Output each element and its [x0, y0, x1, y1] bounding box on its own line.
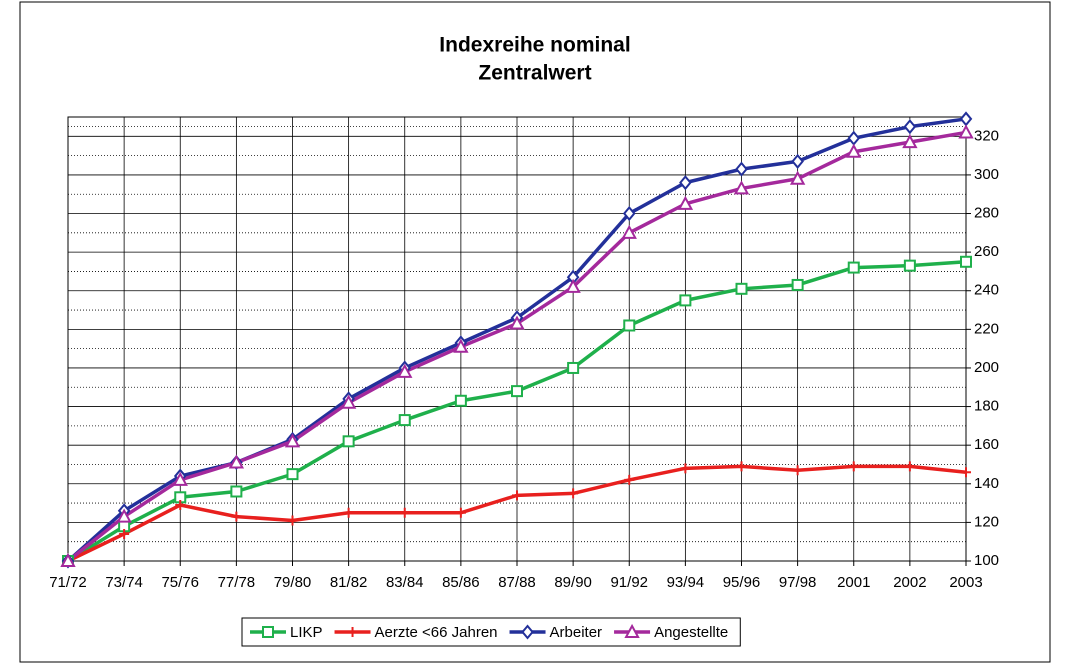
x-tick-label: 71/72: [49, 574, 87, 591]
point-marker: [287, 515, 298, 526]
y-tick-label: 260: [974, 243, 999, 260]
y-tick-label: 280: [974, 204, 999, 221]
x-tick-label: 73/74: [105, 574, 143, 591]
point-marker: [902, 134, 918, 149]
point-marker: [961, 467, 971, 478]
chart-frame: [19, 1, 1051, 663]
point-marker: [791, 153, 804, 169]
legend-marker: [347, 627, 358, 637]
y-tick-label: 160: [974, 436, 999, 453]
x-tick-label: 93/94: [667, 574, 705, 591]
x-tick-label: 83/84: [386, 574, 424, 591]
point-marker: [903, 259, 916, 272]
point-marker: [455, 507, 466, 518]
point-marker: [340, 394, 357, 409]
x-tick-label: 77/78: [218, 574, 256, 591]
point-marker: [903, 119, 917, 135]
legend-box: [241, 617, 741, 647]
x-tick-label: 97/98: [779, 574, 817, 591]
chart-title: Indexreihe nominal: [439, 34, 630, 57]
y-tick-label: 180: [974, 398, 999, 415]
point-marker: [958, 124, 974, 139]
y-tick-label: 220: [974, 320, 999, 337]
plot-area: [67, 116, 967, 562]
point-marker: [848, 461, 859, 472]
point-marker: [60, 552, 76, 567]
legend-marker: [521, 624, 534, 640]
point-marker: [847, 261, 860, 274]
legend-marker: [262, 626, 274, 638]
y-tick-label: 200: [974, 359, 999, 376]
point-marker: [735, 282, 748, 295]
point-marker: [568, 488, 579, 499]
point-marker: [286, 468, 299, 481]
x-tick-label: 95/96: [723, 574, 761, 591]
point-marker: [511, 385, 523, 398]
x-tick-label: 75/76: [161, 574, 199, 591]
point-marker: [454, 394, 467, 407]
x-tick-label: 89/90: [554, 574, 592, 591]
x-tick-label: 2002: [893, 574, 926, 591]
point-marker: [567, 361, 580, 374]
x-tick-label: 2001: [837, 574, 870, 591]
legend-label: Arbeiter: [550, 624, 603, 641]
point-marker: [230, 485, 243, 498]
point-marker: [736, 461, 747, 472]
point-marker: [792, 465, 803, 476]
point-marker: [733, 180, 750, 195]
point-marker: [119, 528, 130, 539]
point-marker: [398, 414, 411, 427]
point-marker: [397, 363, 413, 378]
point-marker: [623, 319, 636, 332]
x-tick-label: 85/86: [442, 574, 480, 591]
point-marker: [228, 454, 245, 469]
y-tick-label: 300: [974, 166, 999, 183]
point-marker: [621, 224, 637, 239]
legend-marker: [624, 623, 640, 638]
point-marker: [904, 461, 915, 472]
y-tick-label: 120: [974, 513, 999, 530]
point-marker: [172, 471, 188, 486]
x-tick-label: 91/92: [610, 574, 648, 591]
point-marker: [509, 315, 525, 330]
y-tick-label: 320: [974, 127, 999, 144]
point-marker: [399, 507, 410, 518]
y-tick-label: 240: [974, 282, 999, 299]
x-tick-label: 81/82: [330, 574, 368, 591]
point-marker: [342, 435, 355, 448]
x-tick-label: 2003: [949, 574, 982, 591]
point-marker: [679, 294, 692, 307]
x-tick-label: 87/88: [498, 574, 536, 591]
point-marker: [231, 511, 242, 522]
x-tick-label: 79/80: [274, 574, 312, 591]
point-marker: [791, 278, 804, 291]
point-marker: [846, 143, 862, 158]
point-marker: [680, 463, 691, 474]
y-tick-label: 100: [974, 552, 999, 569]
point-marker: [343, 507, 354, 518]
chart-subtitle: Zentralwert: [478, 62, 591, 85]
y-tick-label: 140: [974, 475, 999, 492]
point-marker: [677, 195, 694, 210]
point-marker: [116, 508, 132, 523]
point-marker: [512, 490, 522, 501]
legend-label: Aerzte <66 Jahren: [375, 624, 498, 641]
point-marker: [679, 175, 692, 191]
point-marker: [565, 278, 581, 293]
point-marker: [453, 338, 469, 353]
point-marker: [735, 161, 748, 177]
legend-label: Angestellte: [654, 624, 728, 641]
point-marker: [175, 500, 186, 511]
point-marker: [622, 205, 636, 222]
point-marker: [284, 433, 301, 448]
legend-label: LIKP: [290, 624, 323, 641]
point-marker: [789, 170, 806, 185]
point-marker: [960, 255, 972, 268]
point-marker: [624, 474, 635, 485]
